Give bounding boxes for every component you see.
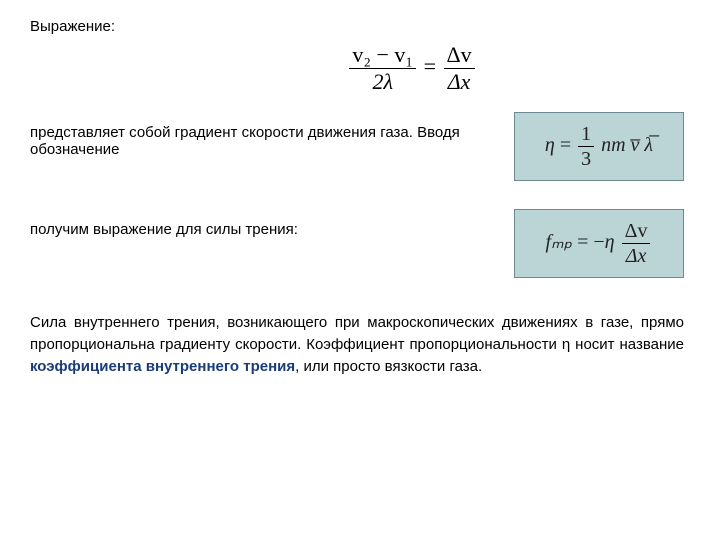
heading: Выражение: — [30, 18, 684, 35]
para-part1: Сила внутреннего трения, возникающего пр… — [30, 314, 684, 353]
eq-right-num: Δv — [444, 43, 475, 69]
frac2-den: Δx — [622, 244, 651, 267]
f-symbol: fₘₚ — [546, 231, 573, 253]
slide-page: Выражение: v₂ − v₁ 2λ = Δv Δx представля… — [0, 0, 720, 396]
eta-symbol: η — [545, 134, 555, 156]
row1-rest: nm v̅ λ̅ — [601, 134, 653, 156]
equals-sign: = — [424, 54, 442, 79]
row-2: получим выражение для силы трения: fₘₚ =… — [30, 209, 684, 278]
row-1: представляет собой градиент скорости дви… — [30, 112, 684, 181]
frac2-num: Δv — [622, 220, 651, 244]
row1-text: представляет собой градиент скорости дви… — [30, 112, 514, 158]
top-equation: v₂ − v₁ 2λ = Δv Δx — [140, 43, 684, 94]
para-bold: коэффициента внутреннего трения — [30, 358, 295, 375]
main-paragraph: Сила внутреннего трения, возникающего пр… — [30, 312, 684, 377]
row2-text: получим выражение для силы трения: — [30, 209, 514, 238]
frac1-num: 1 — [578, 123, 594, 147]
eq-left-den: 2λ — [349, 69, 416, 94]
equals-2: = −η — [577, 231, 619, 253]
eq-left-num: v₂ − v₁ — [349, 43, 416, 69]
row1-formula-box: η = 1 3 nm v̅ λ̅ — [514, 112, 684, 181]
row2-formula-box: fₘₚ = −η Δv Δx — [514, 209, 684, 278]
para-part2: , или просто вязкости газа. — [295, 358, 482, 375]
eq-right-den: Δx — [444, 69, 475, 94]
equals-1: = — [560, 134, 576, 156]
frac1-den: 3 — [578, 147, 594, 170]
